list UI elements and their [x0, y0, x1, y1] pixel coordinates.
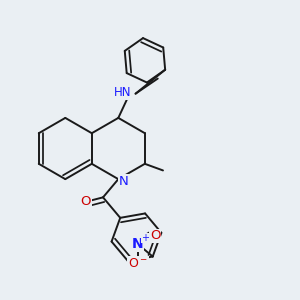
Text: HN: HN	[113, 86, 131, 99]
Text: N: N	[132, 237, 144, 251]
Text: N: N	[119, 175, 128, 188]
Text: O: O	[150, 230, 160, 242]
Text: O: O	[80, 196, 90, 208]
Text: +: +	[141, 233, 149, 243]
Text: O$^-$: O$^-$	[128, 257, 148, 270]
